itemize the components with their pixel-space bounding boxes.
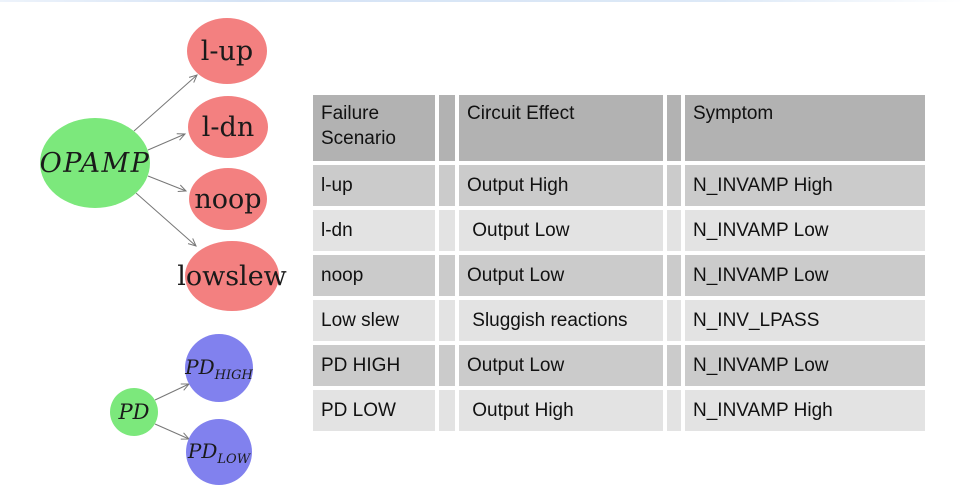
node-lowslew [185,241,279,311]
cell-effect: Output Low [459,345,663,386]
cell-spacer [439,255,455,296]
node-ldn-label: l-dn [202,112,254,143]
node-lup-label: l-up [201,36,253,67]
cell-symptom: N_INVAMP Low [685,210,925,251]
opamp-tree: OPAMP l-up l-dn noop lowslew [40,18,287,311]
header-circuit-effect: Circuit Effect [459,95,663,161]
edge-opamp-lup [133,74,198,132]
node-pdhigh-label: PDHIGH [184,355,253,383]
cell-spacer [439,345,455,386]
cell-scenario: l-dn [313,210,435,251]
cell-spacer [667,300,681,341]
node-noop [189,168,267,230]
table-row: noop Output Low N_INVAMP Low [313,255,925,296]
failure-table: Failure Scenario Circuit Effect Symptom … [309,91,929,435]
table-row: Low slew Sluggish reactions N_INV_LPASS [313,300,925,341]
node-ldn [188,96,268,158]
node-pd-label: PD [118,400,150,424]
cell-effect: Output Low [459,210,663,251]
cell-scenario: PD LOW [313,390,435,431]
table-row: l-dn Output Low N_INVAMP Low [313,210,925,251]
cell-scenario: PD HIGH [313,345,435,386]
node-pdhigh [185,334,253,402]
cell-symptom: N_INVAMP High [685,390,925,431]
cell-effect: Sluggish reactions [459,300,663,341]
cell-spacer [667,165,681,206]
table-row: PD LOW Output High N_INVAMP High [313,390,925,431]
edge-opamp-lowslew [135,192,197,247]
cell-spacer [667,345,681,386]
header-spacer-2 [667,95,681,161]
node-pdlow-label: PDLOW [187,439,252,467]
cell-scenario: Low slew [313,300,435,341]
node-pdlow [186,419,252,485]
edge-pd-pdlow [154,423,191,440]
node-pd [110,388,158,436]
cell-scenario: noop [313,255,435,296]
node-opamp [40,118,150,208]
cell-spacer [667,255,681,296]
table-header-row: Failure Scenario Circuit Effect Symptom [313,95,925,161]
node-noop-label: noop [194,184,261,215]
node-lup [187,18,267,84]
edge-pd-pdhigh [154,383,191,401]
cell-symptom: N_INVAMP Low [685,345,925,386]
cell-effect: Output High [459,390,663,431]
pd-tree: PD PDHIGH PDLOW [110,334,254,485]
header-spacer-1 [439,95,455,161]
table-row: PD HIGH Output Low N_INVAMP Low [313,345,925,386]
node-opamp-label: OPAMP [40,148,151,179]
cell-spacer [439,390,455,431]
header-failure-scenario: Failure Scenario [313,95,435,161]
cell-spacer [439,300,455,341]
cell-scenario: l-up [313,165,435,206]
cell-spacer [667,210,681,251]
edge-opamp-noop [147,175,188,193]
cell-effect: Output High [459,165,663,206]
edge-opamp-ldn [147,133,187,151]
fault-tree-diagram: OPAMP l-up l-dn noop lowslew PD PDHIGH P… [40,18,287,485]
header-symptom: Symptom [685,95,925,161]
node-lowslew-label: lowslew [177,261,287,292]
cell-symptom: N_INVAMP Low [685,255,925,296]
cell-symptom: N_INVAMP High [685,165,925,206]
cell-symptom: N_INV_LPASS [685,300,925,341]
table-row: l-up Output High N_INVAMP High [313,165,925,206]
cell-spacer [439,165,455,206]
cell-spacer [439,210,455,251]
cell-effect: Output Low [459,255,663,296]
cell-spacer [667,390,681,431]
top-accent-line [0,0,964,2]
